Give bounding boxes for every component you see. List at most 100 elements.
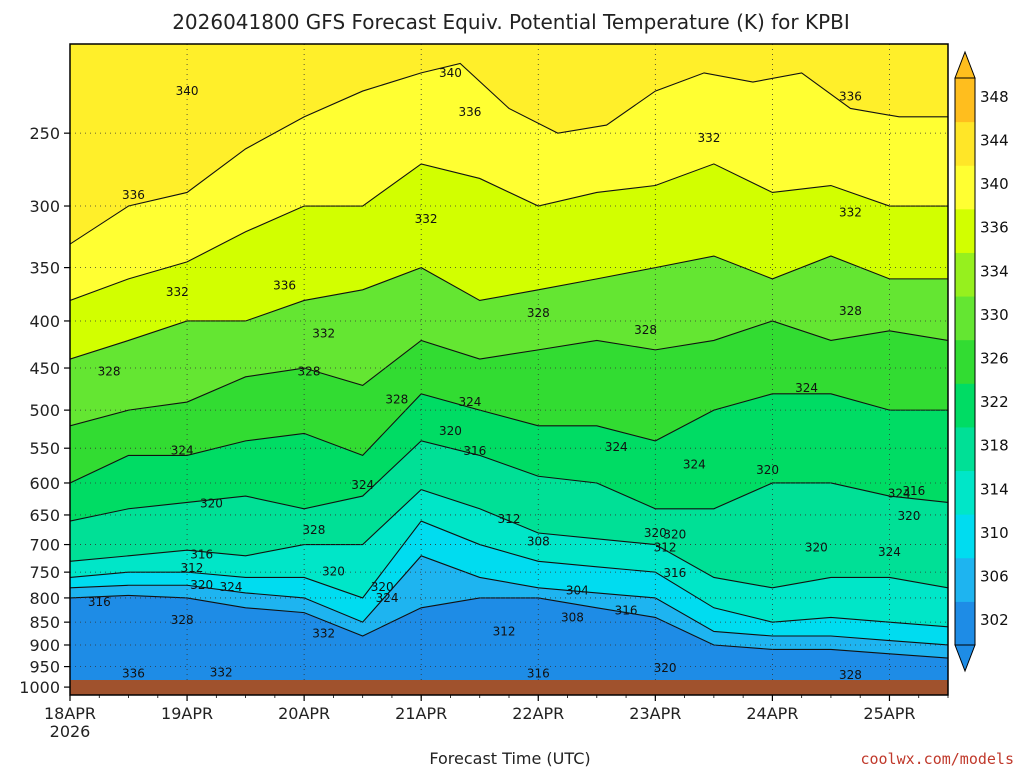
band-fill-304 xyxy=(70,595,948,695)
y-tick-label: 1000 xyxy=(19,678,60,697)
credit-link[interactable]: coolwx.com/models xyxy=(860,750,1014,768)
contour-line-340 xyxy=(70,62,948,245)
contour-label: 332 xyxy=(839,206,862,220)
contour-label: 308 xyxy=(527,535,550,549)
y-tick-label: 400 xyxy=(29,312,60,331)
contour-label: 336 xyxy=(459,105,482,119)
contour-label: 316 xyxy=(663,566,686,580)
contour-label: 336 xyxy=(122,188,145,202)
contour-line-328 xyxy=(70,320,948,427)
y-tick-label: 750 xyxy=(29,563,60,582)
grid xyxy=(70,44,948,695)
contour-line-336 xyxy=(70,163,948,301)
colorbar-label: 302 xyxy=(980,611,1009,629)
contour-label: 320 xyxy=(644,526,667,540)
y-tick-label: 900 xyxy=(29,636,60,655)
contour-line-308 xyxy=(70,555,948,646)
contour-label: 324 xyxy=(171,443,194,457)
contour-line-332 xyxy=(70,255,948,360)
colorbar-segment xyxy=(955,383,975,428)
x-tick-label: 23APR xyxy=(629,704,681,723)
colorbar-segment xyxy=(955,252,975,297)
contour-label: 336 xyxy=(839,89,862,103)
contour-label: 324 xyxy=(459,395,482,409)
x-tick-label: 21APR xyxy=(395,704,447,723)
contour-label: 312 xyxy=(180,561,203,575)
colorbar-segment xyxy=(955,601,975,646)
contour-label: 328 xyxy=(385,393,408,407)
contour-label: 316 xyxy=(527,667,550,681)
x-tick-sublabel: 2026 xyxy=(50,722,91,741)
x-tick-label: 22APR xyxy=(512,704,564,723)
contour-label: 304 xyxy=(566,583,589,597)
colorbar-segment xyxy=(955,470,975,515)
colorbar-label: 340 xyxy=(980,175,1009,193)
contour-label: 332 xyxy=(166,285,189,299)
contour-label: 332 xyxy=(312,627,335,641)
colorbar-segment xyxy=(955,514,975,559)
y-tick-label: 850 xyxy=(29,613,60,632)
colorbar-segment xyxy=(955,165,975,210)
contour-line-320 xyxy=(70,440,948,522)
contour-label: 324 xyxy=(795,381,818,395)
contour-label: 312 xyxy=(654,540,677,554)
contour-label: 324 xyxy=(605,440,628,454)
contour-label: 320 xyxy=(756,463,779,477)
contour-label: 320 xyxy=(322,565,345,579)
colorbar-segment xyxy=(955,208,975,253)
contour-line-304 xyxy=(70,594,948,659)
contour-label: 328 xyxy=(527,306,550,320)
y-tick-label: 800 xyxy=(29,589,60,608)
y-tick-label: 700 xyxy=(29,536,60,555)
contour-label: 328 xyxy=(298,365,321,379)
colorbar-bottom-arrow xyxy=(954,644,976,673)
x-axis-title: Forecast Time (UTC) xyxy=(429,749,590,768)
contour-label: 320 xyxy=(654,661,677,675)
contour-label: 320 xyxy=(371,580,394,594)
y-tick-label: 950 xyxy=(29,658,60,677)
contour-label: 336 xyxy=(122,666,145,680)
y-axis: 250 300 350 400 450 500 550 600 650 700 750 800 850 9… xyxy=(19,124,70,697)
plot-area: 340 340 336 336 336 336 332 332 332 332 332 328 328 3… xyxy=(70,44,948,695)
contour-label: 332 xyxy=(312,327,335,341)
contour-line-312 xyxy=(70,520,948,628)
y-tick-label: 500 xyxy=(29,401,60,420)
contour-label: 320 xyxy=(190,578,213,592)
contour-label: 316 xyxy=(190,548,213,562)
colorbar-label: 318 xyxy=(980,437,1009,455)
contour-label: 328 xyxy=(839,304,862,318)
y-tick-label: 650 xyxy=(29,506,60,525)
contour-label: 340 xyxy=(176,84,199,98)
contour-label: 328 xyxy=(302,523,325,537)
colorbar-label: 322 xyxy=(980,393,1009,411)
colorbar-segment xyxy=(955,426,975,472)
contour-bands xyxy=(70,62,948,695)
contour-label: 336 xyxy=(273,278,296,292)
contour-label: 328 xyxy=(98,365,121,379)
colorbar-top-arrow xyxy=(954,50,976,79)
colorbar-label: 310 xyxy=(980,524,1009,542)
contour-label: 324 xyxy=(878,545,901,559)
chart-title: 2026041800 GFS Forecast Equiv. Potential… xyxy=(172,10,850,34)
contour-label: 320 xyxy=(663,528,686,542)
contour-line-316 xyxy=(70,488,948,589)
contour-label: 312 xyxy=(493,624,516,638)
contour-label: 316 xyxy=(615,604,638,618)
x-tick-label: 20APR xyxy=(278,704,330,723)
y-tick-label: 450 xyxy=(29,359,60,378)
colorbar-label: 326 xyxy=(980,350,1009,368)
contour-label: 320 xyxy=(439,424,462,438)
colorbar: 348 344 340 336 334 330 326 322 318 314 310 306 302 xyxy=(954,50,1009,673)
y-tick-label: 350 xyxy=(29,259,60,278)
y-tick-label: 300 xyxy=(29,197,60,216)
contour-label: 332 xyxy=(210,665,233,679)
contour-line-324 xyxy=(70,393,948,484)
colorbar-label: 314 xyxy=(980,480,1009,498)
contour-label: 324 xyxy=(683,458,706,472)
colorbar-segment xyxy=(955,121,975,166)
contour-label: 320 xyxy=(898,509,921,523)
contour-label: 324 xyxy=(376,591,399,605)
x-tick-label: 25APR xyxy=(863,704,915,723)
x-tick-label: 19APR xyxy=(161,704,213,723)
colorbar-segment xyxy=(955,78,975,123)
